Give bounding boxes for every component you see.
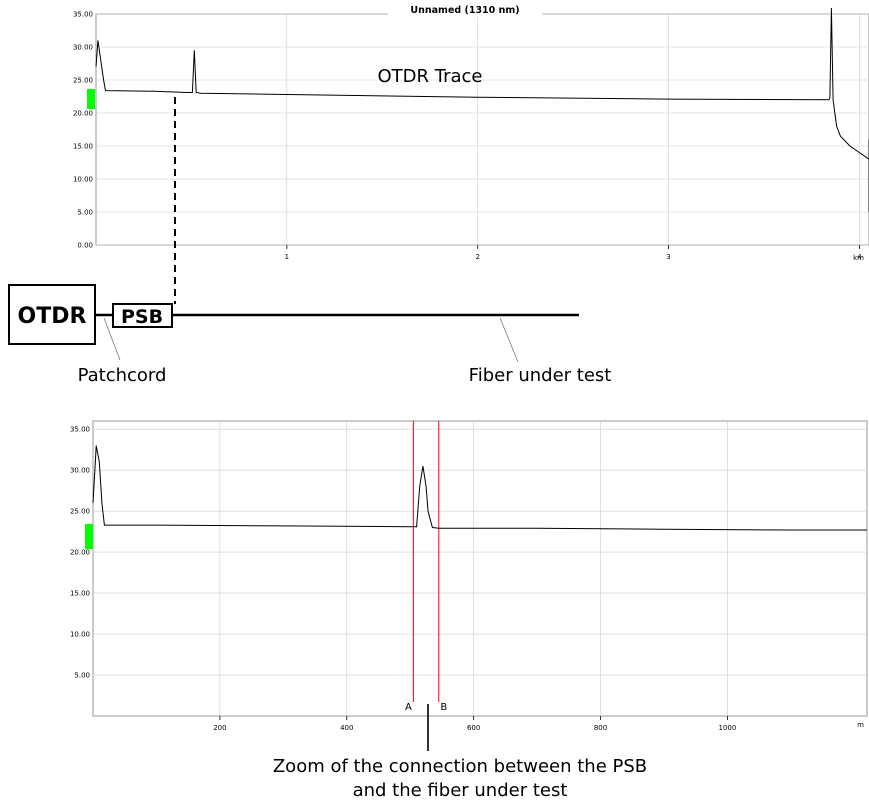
- y-tick-label: 15.00: [73, 143, 93, 151]
- bottom-chart-plot-area: [92, 420, 868, 717]
- y-tick-label: 20.00: [70, 549, 90, 557]
- top-chart-x-tick-labels: 1 2 3 4: [285, 253, 863, 261]
- y-tick-label: 35.00: [73, 11, 93, 19]
- x-tick-label: 1: [285, 253, 289, 261]
- marker-a-label[interactable]: A: [405, 702, 412, 713]
- x-tick-label: 3: [666, 253, 670, 261]
- otdr-trace-chart: 0.00 5.00 10.00 15.00 20.00 25.00 30.00 35.00 1…: [73, 1, 869, 262]
- top-launch-indicator: [87, 89, 95, 109]
- top-chart-grid: [96, 13, 869, 249]
- top-chart-title-bg: [388, 1, 542, 17]
- bottom-chart-grid: [93, 421, 867, 720]
- y-tick-label: 25.00: [73, 77, 93, 85]
- x-tick-label: 600: [467, 724, 480, 732]
- y-tick-label: 5.00: [77, 209, 93, 217]
- psb-label: PSB: [121, 306, 163, 328]
- fiber-leader-line: [499, 317, 519, 363]
- bottom-launch-indicator: [85, 524, 93, 549]
- y-tick-label: 15.00: [70, 590, 90, 598]
- y-tick-label: 5.00: [74, 672, 90, 680]
- y-tick-label: 10.00: [70, 631, 90, 639]
- test-setup-diagram: OTDR PSB Patchcord Fiber under test: [8, 284, 612, 386]
- y-tick-label: 25.00: [70, 508, 90, 516]
- y-tick-label: 35.00: [70, 426, 90, 434]
- bottom-chart-trace-line: [92, 445, 867, 531]
- bottom-chart-y-tick-labels: 5.00 10.00 15.00 20.00 25.00 30.00 35.00: [70, 426, 90, 680]
- fiber-under-test-label: Fiber under test: [469, 365, 612, 386]
- top-chart-plot-area: [95, 13, 869, 246]
- otdr-trace-label: OTDR Trace: [377, 66, 482, 87]
- y-tick-label: 30.00: [70, 467, 90, 475]
- zoomed-trace-chart: 5.00 10.00 15.00 20.00 25.00 30.00 35.00 200 40…: [70, 420, 868, 732]
- marker-b-label[interactable]: B: [440, 702, 447, 713]
- patchcord-leader-line: [103, 317, 121, 361]
- caption-line-1: Zoom of the connection between the PSB: [273, 756, 647, 777]
- caption-line-2: and the fiber under test: [353, 780, 568, 799]
- top-chart-trace-line: [95, 7, 869, 212]
- y-tick-label: 10.00: [73, 176, 93, 184]
- otdr-label: OTDR: [18, 304, 87, 329]
- top-chart-x-unit: km: [853, 254, 864, 262]
- y-tick-label: 30.00: [73, 44, 93, 52]
- otdr-box: [8, 284, 96, 345]
- y-tick-label: 20.00: [73, 110, 93, 118]
- top-chart-y-tick-labels: 0.00 5.00 10.00 15.00 20.00 25.00 30.00 35.00: [73, 11, 93, 250]
- patchcord-label: Patchcord: [78, 365, 167, 386]
- psb-box: [112, 303, 173, 328]
- x-tick-label: 4: [857, 253, 862, 261]
- bottom-chart-x-tick-labels: 200 400 600 800 1000: [213, 724, 736, 732]
- x-tick-label: 200: [213, 724, 226, 732]
- x-tick-label: 400: [340, 724, 353, 732]
- x-tick-label: 800: [594, 724, 607, 732]
- y-tick-label: 0.00: [77, 242, 93, 250]
- x-tick-label: 1000: [719, 724, 737, 732]
- top-chart-title: Unnamed (1310 nm): [410, 5, 519, 16]
- bottom-chart-x-unit: m: [857, 721, 864, 729]
- x-tick-label: 2: [475, 253, 479, 261]
